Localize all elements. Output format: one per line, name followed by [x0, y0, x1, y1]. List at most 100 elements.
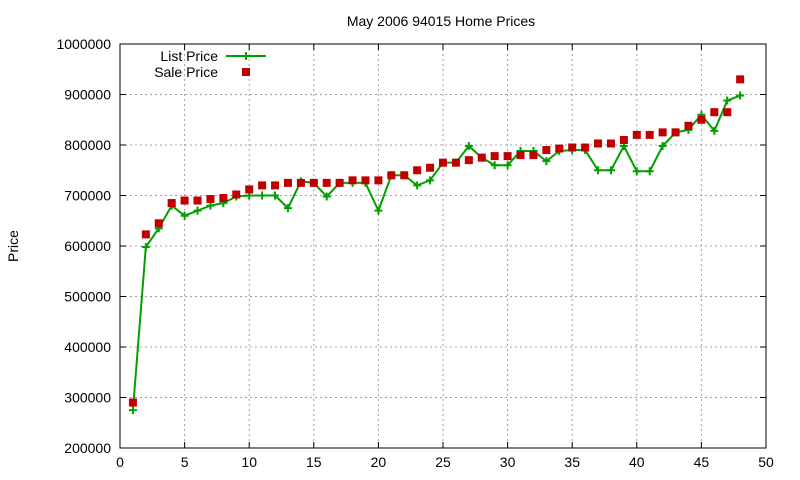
- data-point: [723, 108, 732, 117]
- series-sale-price: [128, 75, 745, 407]
- data-point: [387, 171, 396, 180]
- data-point: [529, 151, 538, 160]
- y-tick-label: 500000: [64, 289, 111, 305]
- y-tick-label: 900000: [64, 87, 111, 103]
- data-point: [723, 96, 732, 105]
- data-point: [710, 126, 719, 135]
- data-point: [283, 178, 292, 187]
- chart-title: May 2006 94015 Home Prices: [347, 13, 535, 29]
- data-point: [413, 181, 422, 190]
- data-point: [154, 219, 163, 228]
- y-tick-label: 200000: [64, 440, 111, 456]
- data-point: [400, 171, 409, 180]
- y-tick-label: 400000: [64, 339, 111, 355]
- axis-ticks: 0 5 10 15 20 25 30 35 40 45 50 200000 300000 400000 50…: [56, 36, 774, 470]
- data-point: [645, 167, 654, 176]
- data-point: [335, 178, 344, 187]
- data-point: [542, 157, 551, 166]
- data-point: [141, 243, 150, 252]
- data-point: [684, 121, 693, 130]
- data-point: [322, 192, 331, 201]
- x-tick-label: 35: [564, 454, 580, 470]
- y-tick-label: 600000: [64, 238, 111, 254]
- data-point: [258, 191, 267, 200]
- data-point: [490, 152, 499, 161]
- data-point: [451, 158, 460, 167]
- data-point: [296, 178, 305, 187]
- data-point: [606, 139, 615, 148]
- data-point: [180, 211, 189, 220]
- series-layer: [128, 75, 745, 415]
- data-point: [619, 135, 628, 144]
- legend-label: List Price: [160, 48, 218, 64]
- data-point: [374, 176, 383, 185]
- x-tick-label: 0: [116, 454, 124, 470]
- data-point: [632, 130, 641, 139]
- data-point: [594, 139, 603, 148]
- data-point: [309, 178, 318, 187]
- data-point: [374, 206, 383, 215]
- data-point: [206, 195, 215, 204]
- data-point: [594, 166, 603, 175]
- data-point: [413, 166, 422, 175]
- data-point: [568, 143, 577, 152]
- y-tick-label: 700000: [64, 188, 111, 204]
- data-point: [671, 128, 680, 137]
- data-point: [219, 194, 228, 203]
- legend-swatch-marker: [242, 68, 250, 76]
- data-point: [464, 142, 473, 151]
- x-tick-label: 25: [435, 454, 451, 470]
- data-point: [555, 144, 564, 153]
- data-point: [128, 406, 137, 415]
- legend-swatch-marker: [242, 52, 250, 60]
- data-point: [736, 91, 745, 100]
- data-point: [581, 143, 590, 152]
- data-point: [464, 156, 473, 165]
- data-point: [167, 199, 176, 208]
- x-tick-label: 50: [758, 454, 774, 470]
- data-point: [322, 178, 331, 187]
- data-point: [503, 152, 512, 161]
- x-tick-label: 20: [371, 454, 387, 470]
- data-point: [361, 176, 370, 185]
- data-point: [258, 181, 267, 190]
- data-point: [658, 142, 667, 151]
- x-tick-label: 15: [306, 454, 322, 470]
- data-point: [180, 196, 189, 205]
- data-point: [426, 176, 435, 185]
- data-point: [606, 166, 615, 175]
- data-point: [283, 204, 292, 213]
- x-tick-label: 5: [181, 454, 189, 470]
- data-point: [271, 191, 280, 200]
- x-tick-label: 45: [694, 454, 710, 470]
- data-point: [128, 398, 137, 407]
- y-tick-label: 300000: [64, 390, 111, 406]
- data-point: [490, 161, 499, 170]
- data-point: [193, 196, 202, 205]
- data-point: [516, 151, 525, 160]
- plot-frame: [119, 43, 767, 449]
- data-point: [348, 176, 357, 185]
- data-point: [542, 146, 551, 155]
- data-point: [193, 206, 202, 215]
- data-point: [271, 181, 280, 190]
- y-tick-label: 800000: [64, 137, 111, 153]
- grid: [120, 44, 766, 448]
- data-point: [477, 153, 486, 162]
- data-point: [710, 108, 719, 117]
- x-tick-label: 10: [241, 454, 257, 470]
- data-point: [645, 130, 654, 139]
- y-axis-label: Price: [5, 230, 21, 262]
- y-tick-label: 1000000: [56, 36, 111, 52]
- data-point: [697, 115, 706, 124]
- data-point: [232, 190, 241, 199]
- data-point: [439, 158, 447, 167]
- data-point: [503, 161, 512, 170]
- legend-label: Sale Price: [154, 64, 218, 80]
- x-tick-label: 30: [500, 454, 516, 470]
- data-point: [141, 230, 150, 239]
- data-point: [632, 167, 641, 176]
- data-point: [426, 163, 435, 172]
